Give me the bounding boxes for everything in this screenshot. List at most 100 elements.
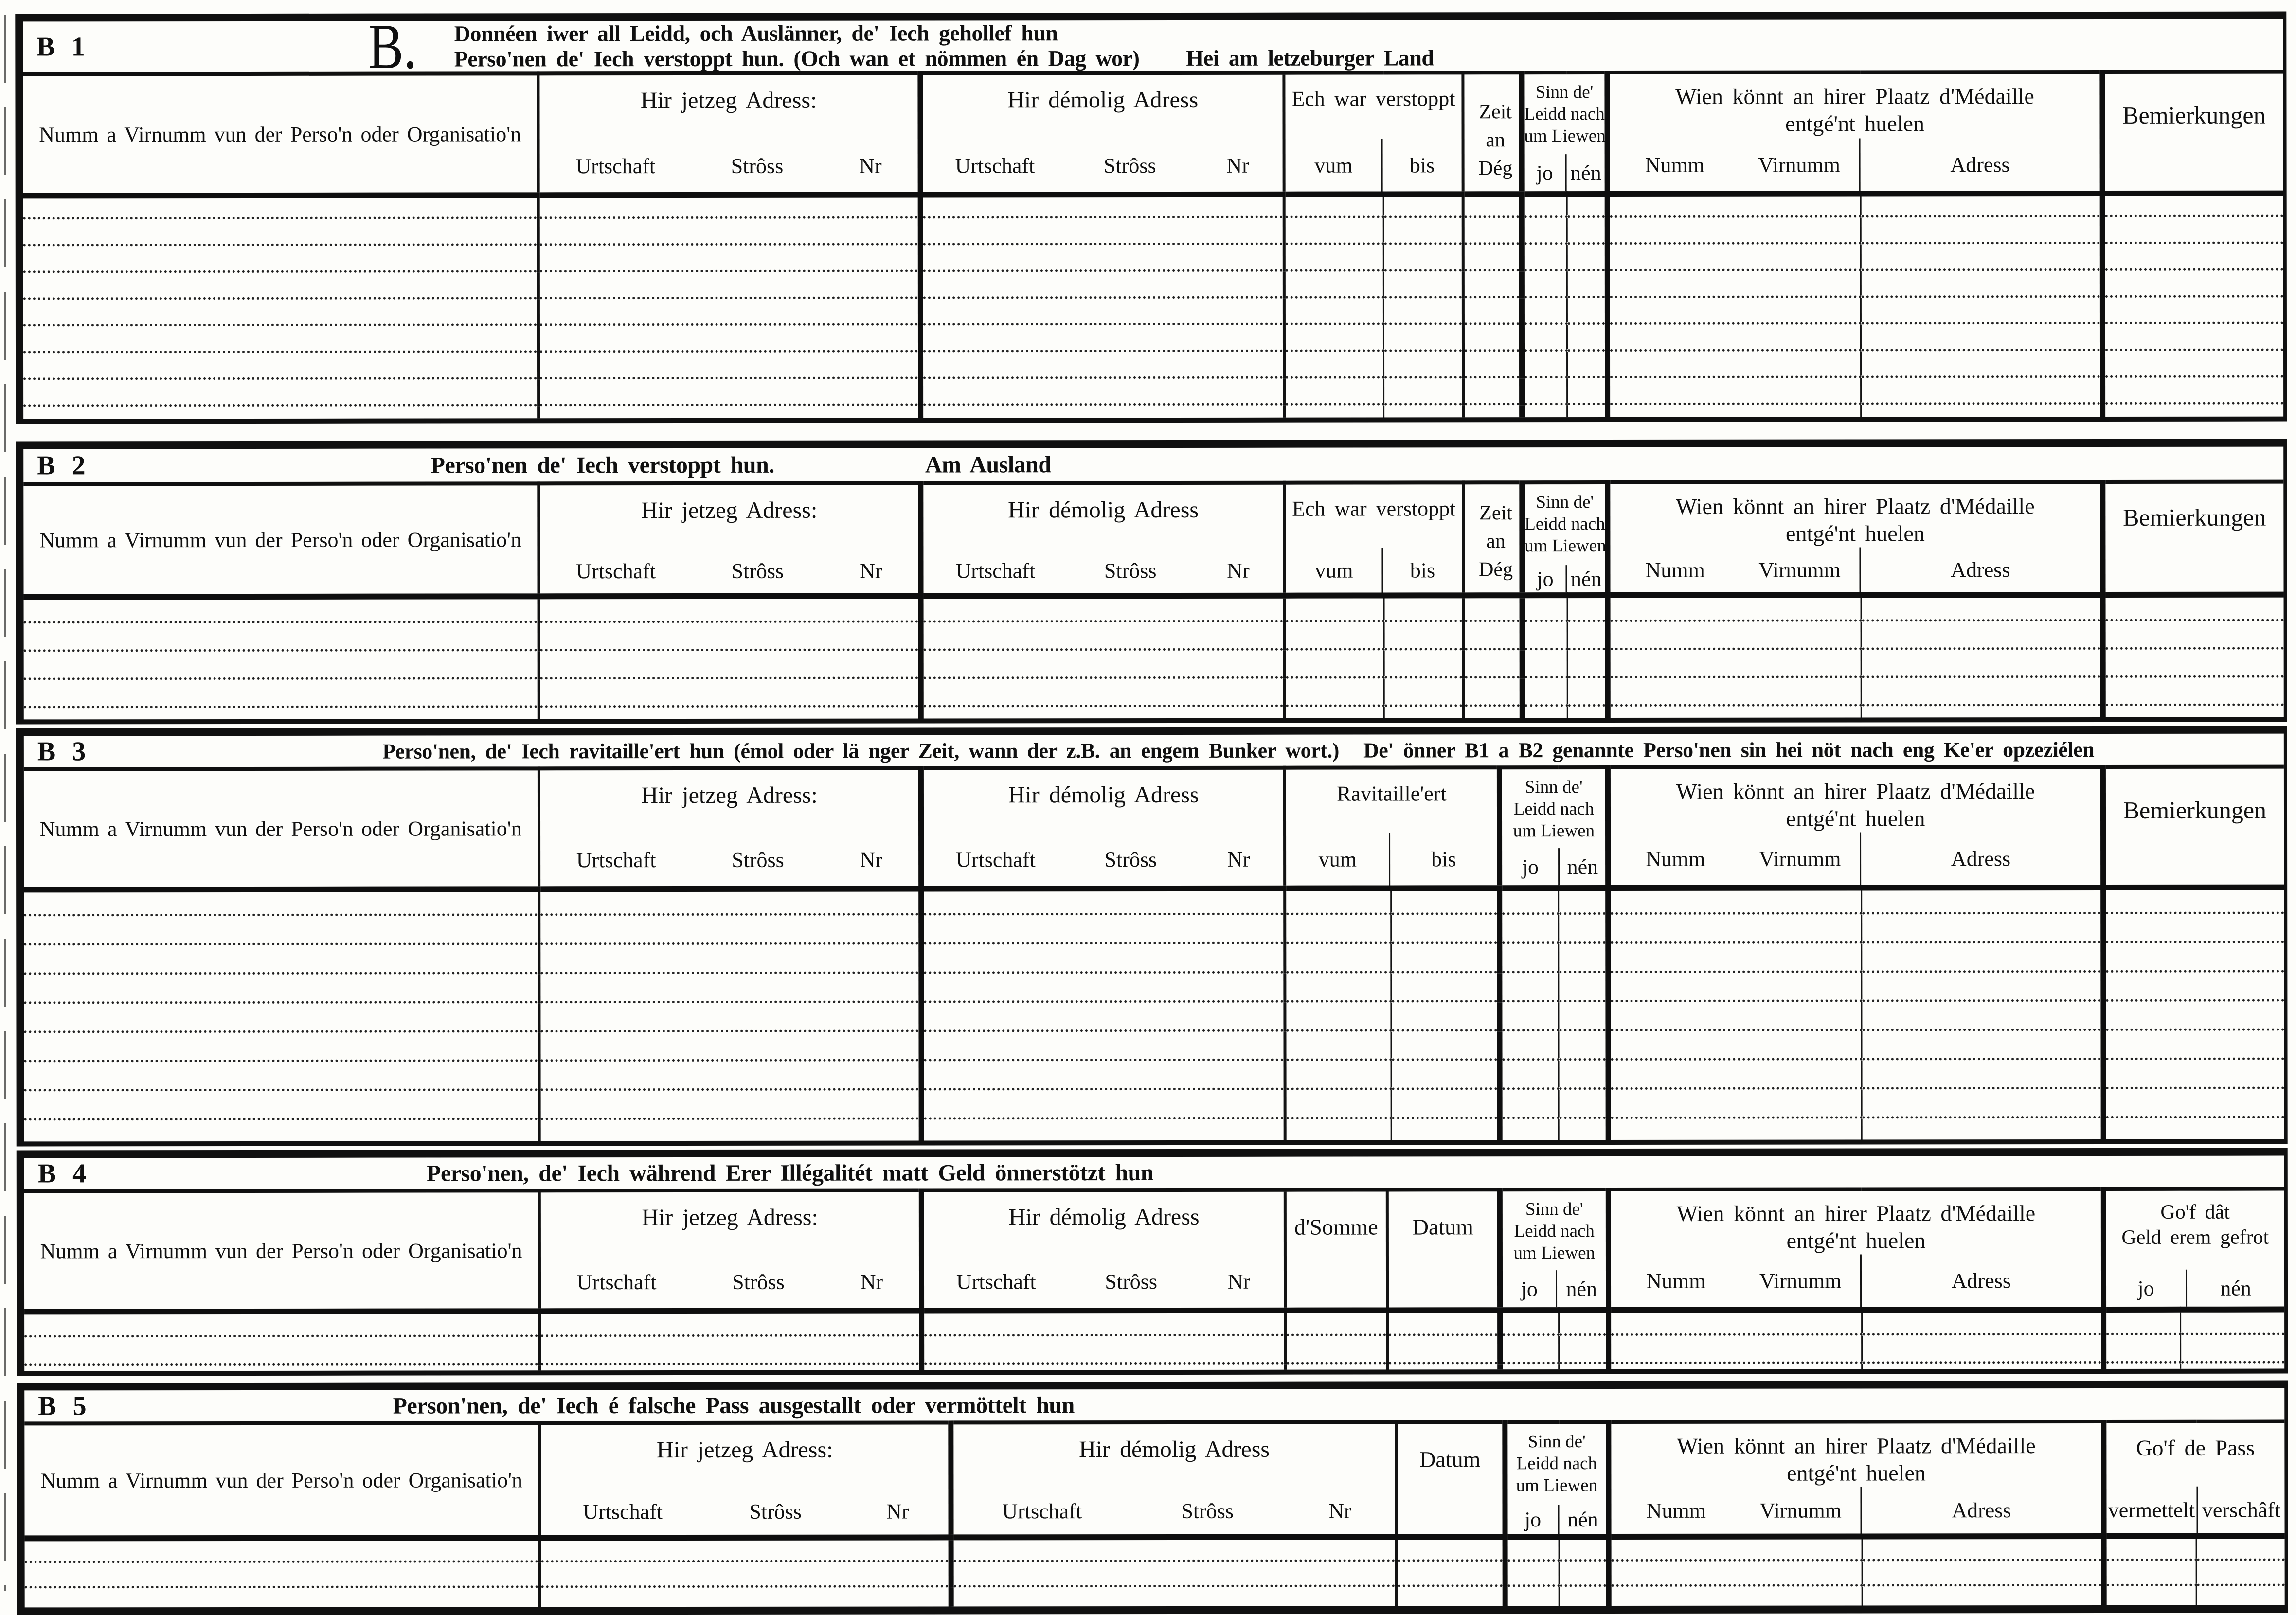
table-row [24,1000,2284,1032]
col-former-address-header: Hir démolig Adress Urtschaft Strôss Nr [951,1422,1397,1538]
col-former-address-header: Hir démolig Adress Urtschaft Strôss Nr [920,72,1285,195]
col-bemierkungen-header: Bemierkungen [2103,766,2284,887]
stross-label: Strôss [1105,1269,1158,1294]
section-id: B 3 [37,736,91,767]
col-alive-header: Sinn de' Leidd nach um Liewen jo nén [1499,767,1608,888]
table-row [24,1058,2284,1090]
virnumm-label: Virnumm [1758,153,1841,177]
table-row [24,941,2284,974]
section-heading: Perso'nen, de' Iech während Erer Illégal… [427,1159,1154,1187]
section-heading: Perso'nen, de' Iech ravitaille'ert hun (… [382,738,1339,763]
col-hidden-period-header: Ech war verstoppt vum bis [1284,72,1463,195]
nen-label: nén [1558,848,1606,886]
col-alive-header: Sinn de' Leidd nach um Liewen jo nén [1521,72,1608,195]
bis-label: bis [1389,833,1497,886]
virnumm-label: Virnumm [1758,847,1841,871]
section-id: B 1 [36,32,90,62]
verschaft-label: verschâft [2196,1486,2285,1533]
col-medal-header: Wien könnt an hirer Plaatz d'Médaille en… [1608,481,2103,596]
scan-edge-artifact [4,15,6,1591]
stross-label: Strôss [732,1270,785,1294]
virnumm-label: Virnumm [1759,1498,1842,1523]
urtschaft-label: Urtschaft [956,1269,1036,1294]
table-b4: B 4 Perso'nen, de' Iech während Erer Ill… [24,1155,2285,1371]
table-row [23,269,2283,299]
col-current-address-header: Hir jetzeg Adress: Urtschaft Strôss Nr [538,73,921,195]
nr-label: Nr [1227,1269,1251,1294]
col-datum-header: Datum [1387,1189,1500,1311]
col-alive-header: Sinn de' Leidd nach um Liewen jo nén [1500,1189,1609,1311]
nr-label: Nr [1227,847,1250,871]
numm-label: Numm [1646,847,1705,871]
jo-label: jo [1522,854,1539,879]
col-current-address-header: Hir jetzeg Adress: Urtschaft Strôss Nr [538,483,921,597]
table-row [24,1584,2285,1608]
col-name-header: Numm a Virnumm vun der Perso'n oder Orga… [23,483,539,597]
stross-label: Strôss [732,848,784,872]
col-ravitailleert-header: Ravitaille'ert vum bis [1285,767,1500,888]
nen-label: nén [1558,1505,1606,1534]
section-id: B 2 [37,450,90,481]
table-row [24,1333,2285,1365]
adress-label: Adress [1860,1486,2101,1534]
stross-label: Strôss [731,559,784,583]
stross-label: Strôss [731,154,784,178]
col-alive-header: Sinn de' Leidd nach um Liewen jo nén [1505,1422,1609,1537]
col-medal-header: Wien könnt an hirer Plaatz d'Médaille en… [1608,766,2103,888]
table-row [23,215,2283,245]
stross-label: Strôss [1104,558,1157,583]
section-b4: B 4 Perso'nen, de' Iech während Erer Ill… [16,1148,2288,1376]
numm-label: Numm [1645,558,1705,582]
numm-label: Numm [1646,1269,1706,1293]
table-row [24,1559,2285,1587]
table-row [23,648,2284,679]
col-medal-header: Wien könnt an hirer Plaatz d'Médaille en… [1607,71,2102,195]
heading-line-1: Donnéen iwer all Leidd, och Auslänner, d… [454,20,1058,46]
urtschaft-label: Urtschaft [583,1499,663,1524]
vum-label: vum [1314,153,1353,177]
col-money-returned-header: Go'f dât Geld erem gefrot jo nén [2103,1189,2285,1310]
heading-suffix: De' önner B1 a B2 genannte Perso'nen sin… [1363,737,2095,763]
section-heading: Donnéen iwer all Leidd, och Auslänner, d… [454,20,1434,71]
table-row [23,376,2284,406]
nr-label: Nr [1328,1499,1351,1523]
table-row [24,1309,2285,1336]
stross-label: Strôss [1104,847,1157,871]
nen-label: nén [2186,1269,2285,1307]
col-former-address-header: Hir démolig Adress Urtschaft Strôss Nr [921,1189,1286,1311]
col-bemierkungen-header: Bemierkungen [2102,481,2284,595]
urtschaft-label: Urtschaft [576,1270,657,1294]
vum-label: vum [1315,558,1353,583]
col-pass-given-header: Go'f de Pass vermettelt verschâft [2103,1421,2285,1536]
section-b3: B 3 Perso'nen, de' Iech ravitaille'ert h… [16,726,2288,1147]
vermettelt-label: vermettelt [2108,1498,2195,1522]
table-row [23,676,2284,707]
urtschaft-label: Urtschaft [956,847,1036,871]
bis-label: bis [1381,139,1462,192]
col-current-address-header: Hir jetzeg Adress: Urtschaft Strôss Nr [539,1422,951,1538]
table-row [23,322,2284,352]
section-b5: B 5 Person'nen, de' Iech é falsche Pass … [17,1380,2288,1615]
stross-label: Strôss [1103,153,1156,177]
adress-label: Adress [1860,832,2100,885]
table-row [23,620,2284,651]
heading-line-2: Perso'nen de' Iech verstoppt hun. (Och w… [454,46,1140,71]
adress-label: Adress [1859,547,2100,592]
urtschaft-label: Urtschaft [576,848,656,872]
virnumm-label: Virnumm [1758,558,1841,582]
stross-label: Strôss [1181,1499,1234,1523]
col-medal-header: Wien könnt an hirer Plaatz d'Médaille en… [1608,1189,2104,1311]
section-id: B 4 [37,1158,91,1189]
section-id: B 5 [38,1391,91,1421]
numm-label: Numm [1645,153,1705,177]
jo-label: jo [1524,1507,1542,1531]
nr-label: Nr [886,1499,909,1524]
col-name-header: Numm a Virnumm vun der Perso'n oder Orga… [23,73,538,196]
table-row [23,403,2283,419]
col-current-address-header: Hir jetzeg Adress: Urtschaft Strôss Nr [539,1190,922,1312]
table-row [23,349,2284,379]
table-row [23,704,2284,720]
urtschaft-label: Urtschaft [576,559,656,583]
nr-label: Nr [859,154,882,178]
table-row [23,594,2284,622]
